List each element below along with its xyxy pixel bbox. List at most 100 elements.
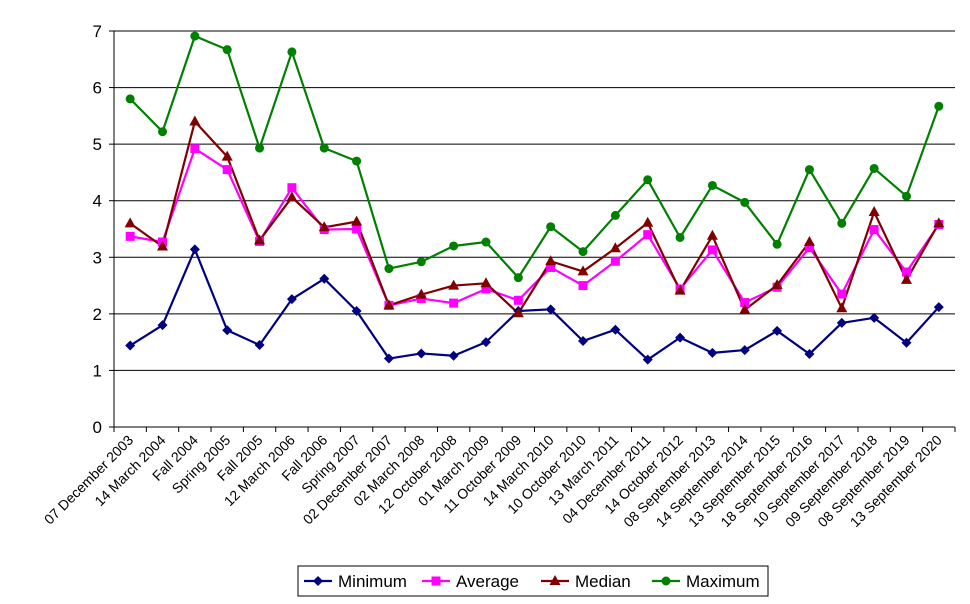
- data-point-minimum: [351, 306, 362, 317]
- legend-box: [297, 565, 769, 597]
- data-point-minimum: [286, 294, 297, 305]
- data-point-minimum: [707, 347, 718, 358]
- data-point-minimum: [222, 325, 233, 336]
- data-point-minimum: [804, 349, 815, 360]
- data-point-median: [480, 277, 492, 288]
- data-point-average: [578, 281, 588, 291]
- data-point-minimum: [416, 348, 427, 359]
- legend-label-minimum: Minimum: [338, 572, 407, 591]
- legend-marker-average: [431, 576, 441, 586]
- series-lines: [129, 34, 940, 361]
- data-point-maximum: [772, 239, 782, 249]
- data-point-median: [868, 206, 880, 217]
- data-point-average: [740, 298, 750, 308]
- data-point-median: [415, 288, 427, 299]
- data-point-median: [706, 229, 718, 240]
- data-point-maximum: [804, 165, 814, 175]
- data-point-minimum: [933, 302, 944, 313]
- series-markers: [124, 31, 945, 365]
- data-point-maximum: [287, 47, 297, 57]
- data-point-average: [513, 295, 523, 305]
- y-tick-label: 5: [93, 135, 102, 154]
- data-point-average: [190, 144, 200, 154]
- y-tick-label: 7: [93, 22, 102, 41]
- data-point-median: [254, 234, 266, 245]
- data-point-average: [610, 256, 620, 266]
- data-point-minimum: [319, 273, 330, 284]
- data-point-average: [869, 225, 879, 235]
- data-point-minimum: [480, 337, 491, 348]
- data-point-median: [448, 279, 460, 290]
- data-point-median: [739, 303, 751, 314]
- data-point-median: [318, 221, 330, 232]
- data-point-maximum: [384, 264, 394, 274]
- data-point-minimum: [383, 353, 394, 364]
- data-point-median: [189, 115, 201, 126]
- data-point-median: [512, 307, 524, 318]
- data-point-minimum: [157, 320, 168, 331]
- data-point-minimum: [254, 339, 265, 350]
- data-point-maximum: [319, 143, 329, 153]
- data-point-maximum: [481, 237, 491, 247]
- data-point-maximum: [707, 180, 717, 190]
- data-point-median: [933, 217, 945, 228]
- data-point-median: [836, 302, 848, 313]
- y-axis-ticks: 0 1 2 3 4 5 6 7: [93, 22, 114, 437]
- data-point-minimum: [189, 244, 200, 255]
- data-point-median: [157, 240, 169, 251]
- data-point-median: [351, 215, 363, 226]
- data-point-average: [707, 245, 717, 255]
- data-point-maximum: [675, 232, 685, 242]
- data-point-maximum: [643, 175, 653, 185]
- data-point-minimum: [869, 312, 880, 323]
- data-point-average: [352, 224, 362, 234]
- data-point-average: [222, 165, 232, 175]
- data-point-median: [674, 284, 686, 295]
- gridlines: [114, 30, 955, 371]
- data-point-maximum: [352, 156, 362, 166]
- data-point-minimum: [675, 332, 686, 343]
- data-point-minimum: [125, 340, 136, 351]
- data-point-median: [124, 217, 136, 228]
- data-point-maximum: [255, 143, 265, 153]
- data-point-median: [771, 279, 783, 290]
- data-point-maximum: [513, 273, 523, 283]
- data-point-minimum: [836, 317, 847, 328]
- y-tick-label: 6: [93, 79, 102, 98]
- series-line-maximum: [129, 34, 940, 279]
- data-point-median: [286, 191, 298, 202]
- data-point-maximum: [546, 222, 556, 232]
- data-point-median: [900, 273, 912, 284]
- data-point-maximum: [158, 127, 168, 137]
- data-point-median: [803, 236, 815, 247]
- legend-label-median: Median: [575, 572, 631, 591]
- legend-marker-minimum: [313, 576, 323, 586]
- legend-label-maximum: Maximum: [686, 572, 760, 591]
- data-point-maximum: [901, 191, 911, 201]
- data-point-maximum: [222, 45, 232, 55]
- data-point-average: [901, 267, 911, 277]
- data-point-maximum: [190, 31, 200, 41]
- y-tick-label: 1: [93, 361, 102, 380]
- data-point-minimum: [578, 336, 589, 347]
- data-point-minimum: [610, 324, 621, 335]
- data-point-minimum: [739, 345, 750, 356]
- data-point-average: [481, 284, 491, 294]
- data-point-maximum: [837, 218, 847, 228]
- data-point-median: [577, 265, 589, 276]
- data-point-maximum: [416, 257, 426, 267]
- data-point-maximum: [610, 210, 620, 220]
- data-point-average: [125, 231, 135, 241]
- data-point-maximum: [934, 101, 944, 111]
- y-tick-label: 3: [93, 248, 102, 267]
- data-point-minimum: [642, 354, 653, 365]
- data-point-median: [609, 242, 621, 253]
- data-point-maximum: [740, 197, 750, 207]
- series-line-minimum: [129, 248, 940, 361]
- data-point-average: [287, 183, 297, 193]
- data-point-median: [221, 150, 233, 161]
- data-point-median: [383, 299, 395, 310]
- y-tick-label: 2: [93, 305, 102, 324]
- legend-marker-median: [549, 575, 561, 585]
